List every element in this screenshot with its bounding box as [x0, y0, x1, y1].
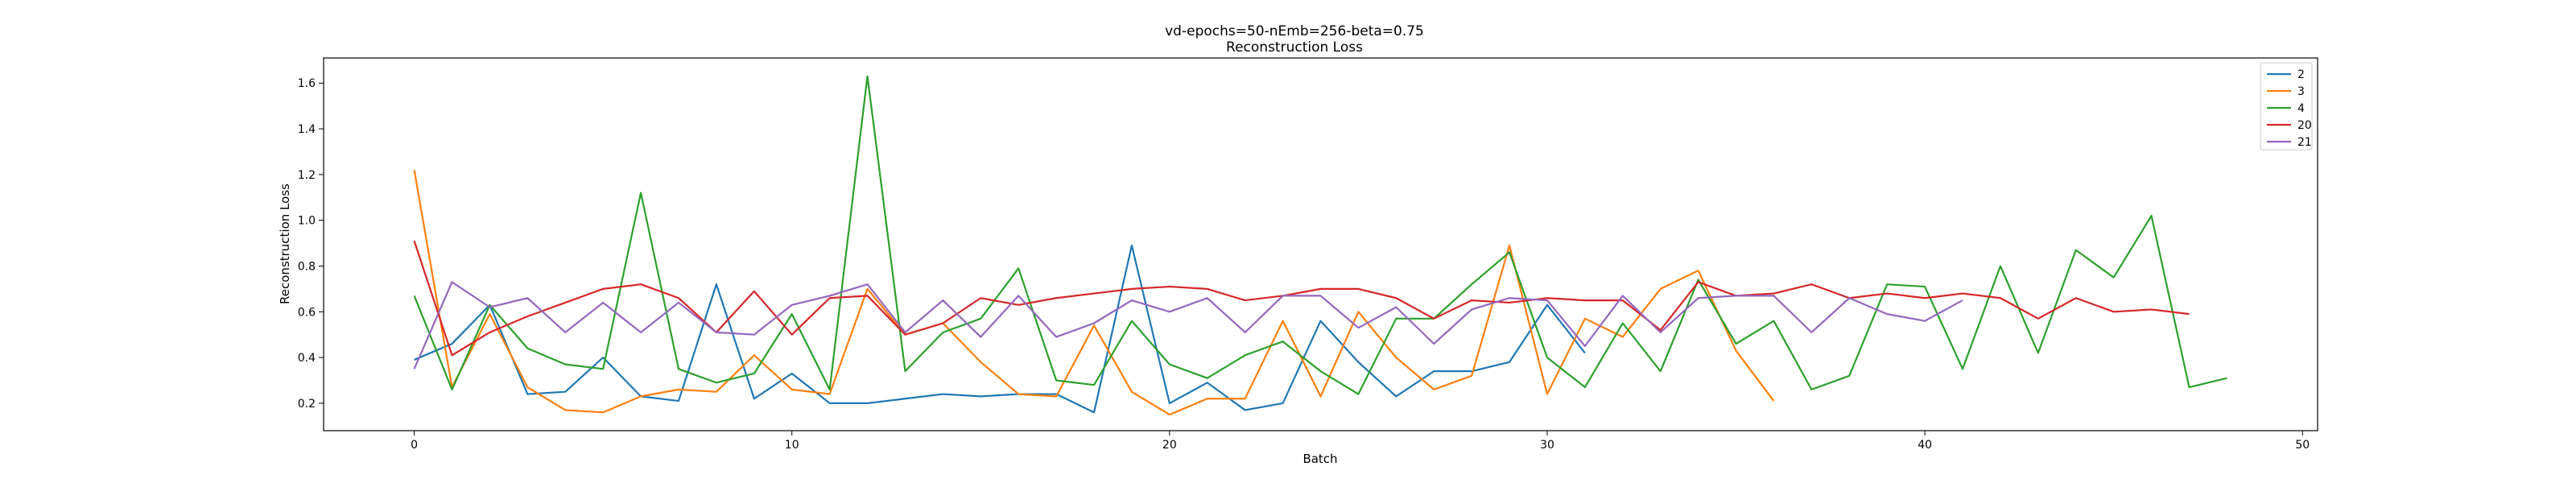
series-line-3 — [413, 169, 1775, 416]
legend-label-3: 3 — [2297, 85, 2305, 98]
y-tick-label: 0.6 — [298, 306, 316, 319]
x-tick-label: 40 — [1918, 439, 1932, 452]
series-layer — [413, 75, 2227, 416]
y-tick-label: 1.0 — [298, 215, 316, 228]
x-tick-label: 30 — [1540, 439, 1554, 452]
chart-title: vd-epochs=50-nEmb=256-beta=0.75 — [1165, 23, 1424, 39]
chart-subtitle: Reconstruction Loss — [1226, 39, 1363, 56]
series-line-21 — [413, 281, 1963, 369]
y-tick-label: 1.2 — [298, 169, 316, 182]
legend-label-2: 2 — [2297, 68, 2305, 81]
legend-items: 2 3 4 20 21 — [2267, 68, 2312, 149]
legend-label-21: 21 — [2297, 136, 2312, 149]
y-axis-label: Reconstruction Loss — [278, 184, 292, 304]
x-tick-label: 10 — [785, 439, 799, 452]
y-tick-label: 1.6 — [298, 77, 316, 90]
y-tick-label: 0.2 — [298, 398, 316, 411]
y-tick-label: 0.4 — [298, 352, 316, 365]
legend-label-20: 20 — [2297, 119, 2312, 132]
ticks-layer: 0 10 20 30 40 50 0.2 0.4 0.6 0.8 1.0 1.2 1.4 1.6 — [298, 77, 2310, 452]
y-tick-label: 0.8 — [298, 260, 316, 273]
legend: 2 3 4 20 21 — [2260, 62, 2313, 151]
x-tick-label: 50 — [2295, 439, 2310, 452]
y-tick-label: 1.4 — [298, 123, 316, 136]
series-line-4 — [413, 75, 2227, 395]
plot-frame — [323, 57, 2318, 431]
x-tick-label: 20 — [1162, 439, 1177, 452]
x-axis-label: Batch — [1302, 452, 1337, 466]
legend-label-4: 4 — [2297, 102, 2305, 115]
series-line-2 — [414, 244, 1586, 414]
legend-box — [2260, 62, 2313, 151]
x-tick-label: 0 — [411, 439, 418, 452]
